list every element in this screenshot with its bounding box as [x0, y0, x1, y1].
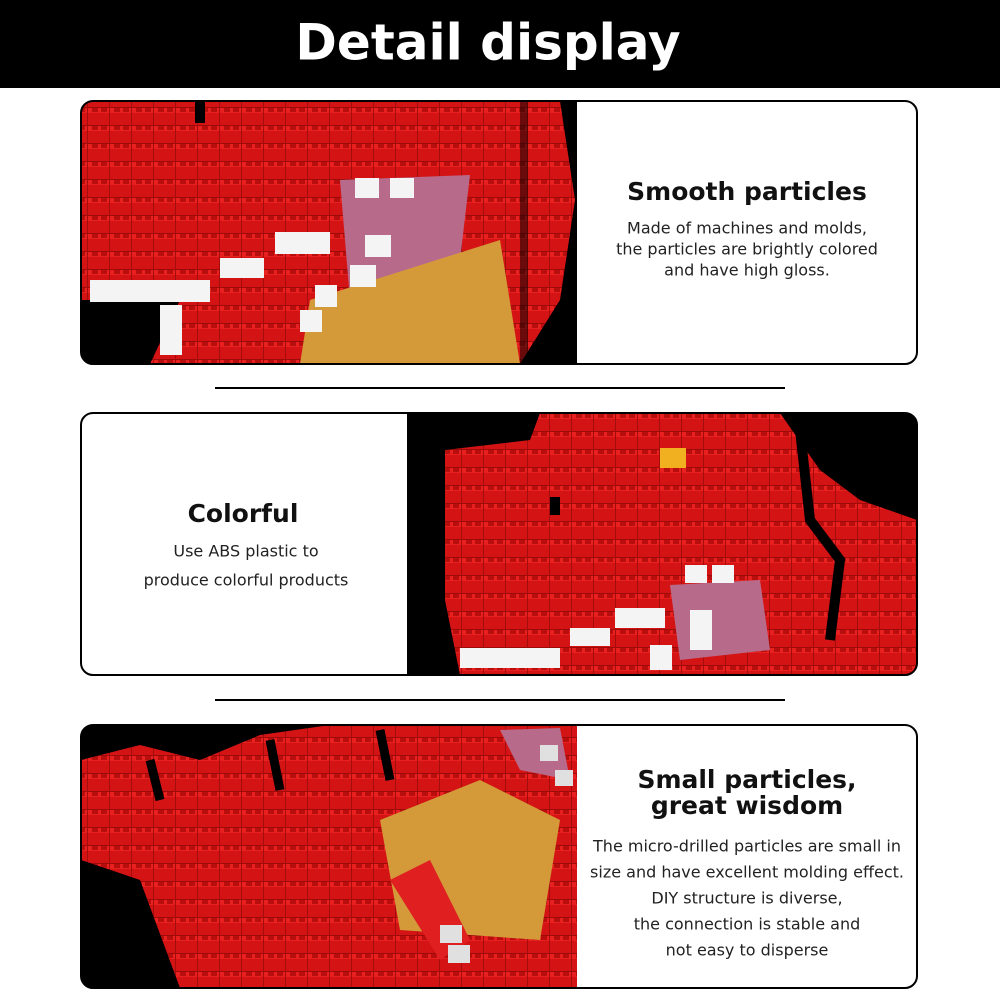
section-title: Small particles, [637, 765, 856, 794]
section-text: size and have excellent molding effect. [590, 863, 904, 882]
section-text: the connection is stable and [634, 915, 861, 934]
panel-border [80, 100, 918, 365]
header-band [0, 0, 1000, 88]
section-text: the particles are brightly colored [616, 240, 878, 259]
section-text: and have high gloss. [664, 261, 830, 280]
section-text: produce colorful products [144, 571, 349, 590]
header-title: Detail display [295, 14, 680, 72]
section-title: Colorful [188, 499, 299, 528]
section-text: The micro-drilled particles are small in [592, 837, 901, 856]
section-text: Made of machines and molds, [627, 219, 867, 238]
section-text: not easy to disperse [666, 941, 829, 960]
section-title: great wisdom [651, 791, 843, 820]
panel-border [80, 724, 918, 989]
panel-image [81, 101, 577, 364]
section-text: Use ABS plastic to [173, 542, 318, 561]
panel-border [80, 412, 918, 676]
panel-image [81, 725, 577, 988]
section-title: Smooth particles [627, 177, 867, 206]
panel-image [408, 413, 917, 675]
section-text: DIY structure is diverse, [651, 889, 842, 908]
